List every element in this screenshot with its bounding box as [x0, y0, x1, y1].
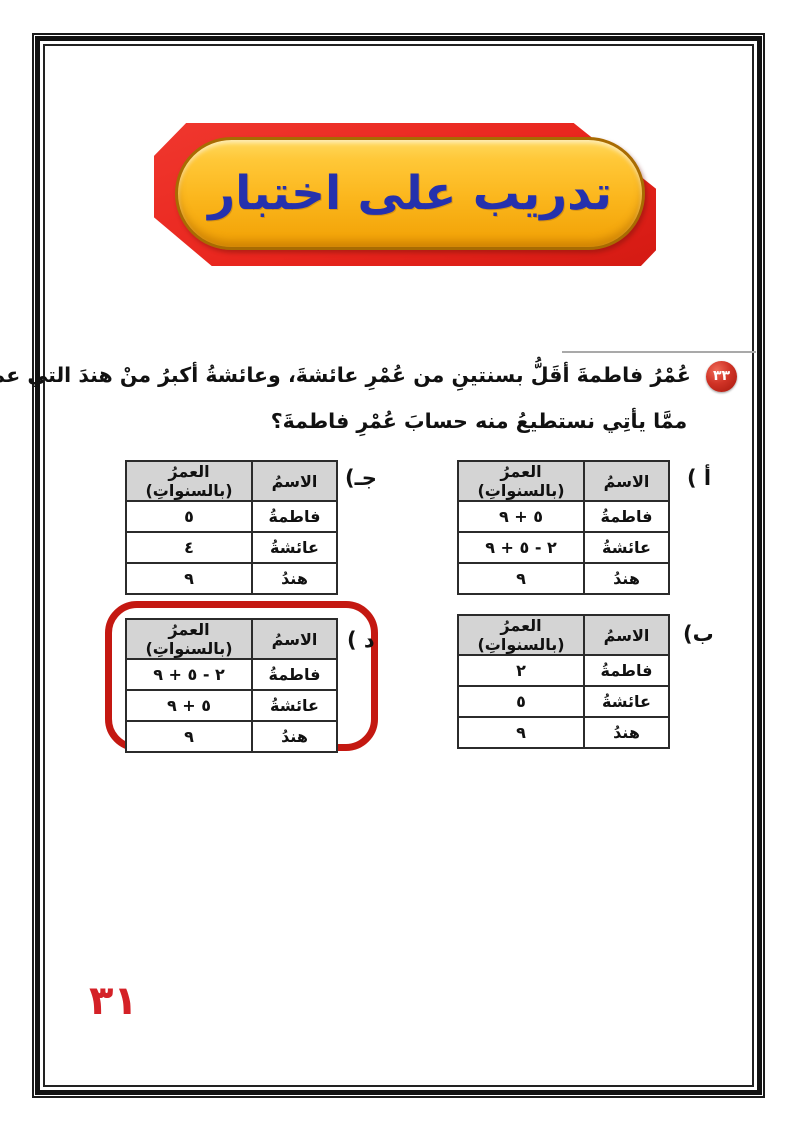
- cell-name: عائشةُ: [252, 531, 339, 564]
- option-label-b: ب): [684, 622, 715, 646]
- option-label-a: أ ): [688, 466, 713, 490]
- header-age: العمرُ (بالسنواتِ): [458, 460, 586, 502]
- cell-name: عائشةُ: [584, 685, 671, 718]
- table-row: عائشةُ ٥ + ٩: [126, 689, 339, 722]
- cell-name: فاطمةُ: [252, 500, 339, 533]
- option-table-a: الاسمُ العمرُ (بالسنواتِ) فاطمةُ ٥ + ٩ ع…: [458, 460, 671, 595]
- header-name: الاسمُ: [252, 460, 339, 502]
- banner-title: تدريب على اختبار: [209, 166, 613, 221]
- question-line-1: ٣٣ عُمْرُ فاطمةَ أقَلُّ بسنتينِ من عُمْر…: [0, 358, 738, 392]
- cell-age: ٥ + ٩: [126, 689, 254, 722]
- table-header-row: الاسمُ العمرُ (بالسنواتِ): [458, 614, 671, 656]
- banner-pill: تدريب على اختبار: [176, 137, 646, 250]
- cell-age: ٩: [458, 716, 586, 749]
- table-row: هندُ ٩: [126, 720, 339, 753]
- cell-name: عائشةُ: [584, 531, 671, 564]
- page-number: ٣١: [90, 978, 139, 1024]
- question-text-2: ممَّا يأتِي نستطيعُ منه حسابَ عُمْرِ فاط…: [271, 409, 689, 433]
- cell-name: هندُ: [252, 562, 339, 595]
- header-age: العمرُ (بالسنواتِ): [126, 460, 254, 502]
- cell-name: عائشةُ: [252, 689, 339, 722]
- table-row: عائشةُ ٢ - ٥ + ٩: [458, 531, 671, 564]
- header-name: الاسمُ: [584, 614, 671, 656]
- table-row: هندُ ٩: [458, 562, 671, 595]
- cell-age: ٥: [458, 685, 586, 718]
- cell-name: فاطمةُ: [584, 654, 671, 687]
- table-row: عائشةُ ٤: [126, 531, 339, 564]
- header-name: الاسمُ: [252, 618, 339, 660]
- question-text-1: عُمْرُ فاطمةَ أقَلُّ بسنتينِ من عُمْرِ ع…: [0, 363, 692, 387]
- page-border-inner-line: [44, 44, 755, 1087]
- cell-age: ٥: [126, 500, 254, 533]
- option-table-d: الاسمُ العمرُ (بالسنواتِ) فاطمةُ ٢ - ٥ +…: [126, 618, 339, 753]
- cell-name: هندُ: [584, 562, 671, 595]
- header-age: العمرُ (بالسنواتِ): [126, 618, 254, 660]
- cell-name: هندُ: [584, 716, 671, 749]
- option-table-b: الاسمُ العمرُ (بالسنواتِ) فاطمةُ ٢ عائشة…: [458, 614, 671, 749]
- option-table-j: الاسمُ العمرُ (بالسنواتِ) فاطمةُ ٥ عائشة…: [126, 460, 339, 595]
- table-header-row: الاسمُ العمرُ (بالسنواتِ): [126, 618, 339, 660]
- cell-name: فاطمةُ: [252, 658, 339, 691]
- header-age: العمرُ (بالسنواتِ): [458, 614, 586, 656]
- cell-age: ٩: [126, 562, 254, 595]
- page-border-frame: [33, 33, 766, 1098]
- table-row: فاطمةُ ٢: [458, 654, 671, 687]
- cell-name: هندُ: [252, 720, 339, 753]
- cell-name: فاطمةُ: [584, 500, 671, 533]
- table-row: فاطمةُ ٥ + ٩: [458, 500, 671, 533]
- option-label-j: جـ): [346, 466, 378, 490]
- table-header-row: الاسمُ العمرُ (بالسنواتِ): [126, 460, 339, 502]
- cell-age: ٩: [126, 720, 254, 753]
- cell-age: ٤: [126, 531, 254, 564]
- header-name: الاسمُ: [584, 460, 671, 502]
- cell-age: ٩: [458, 562, 586, 595]
- table-row: هندُ ٩: [126, 562, 339, 595]
- cell-age: ٢ - ٥ + ٩: [458, 531, 586, 564]
- table-row: فاطمةُ ٢ - ٥ + ٩: [126, 658, 339, 691]
- cell-age: ٥ + ٩: [458, 500, 586, 533]
- separator-line: [563, 351, 757, 353]
- table-row: عائشةُ ٥: [458, 685, 671, 718]
- cell-age: ٢ - ٥ + ٩: [126, 658, 254, 691]
- option-label-d: د ): [348, 628, 376, 652]
- page-border-thick-line: [36, 36, 763, 1095]
- question-number-badge: ٣٣: [707, 360, 738, 392]
- table-row: هندُ ٩: [458, 716, 671, 749]
- table-row: فاطمةُ ٥: [126, 500, 339, 533]
- table-header-row: الاسمُ العمرُ (بالسنواتِ): [458, 460, 671, 502]
- cell-age: ٢: [458, 654, 586, 687]
